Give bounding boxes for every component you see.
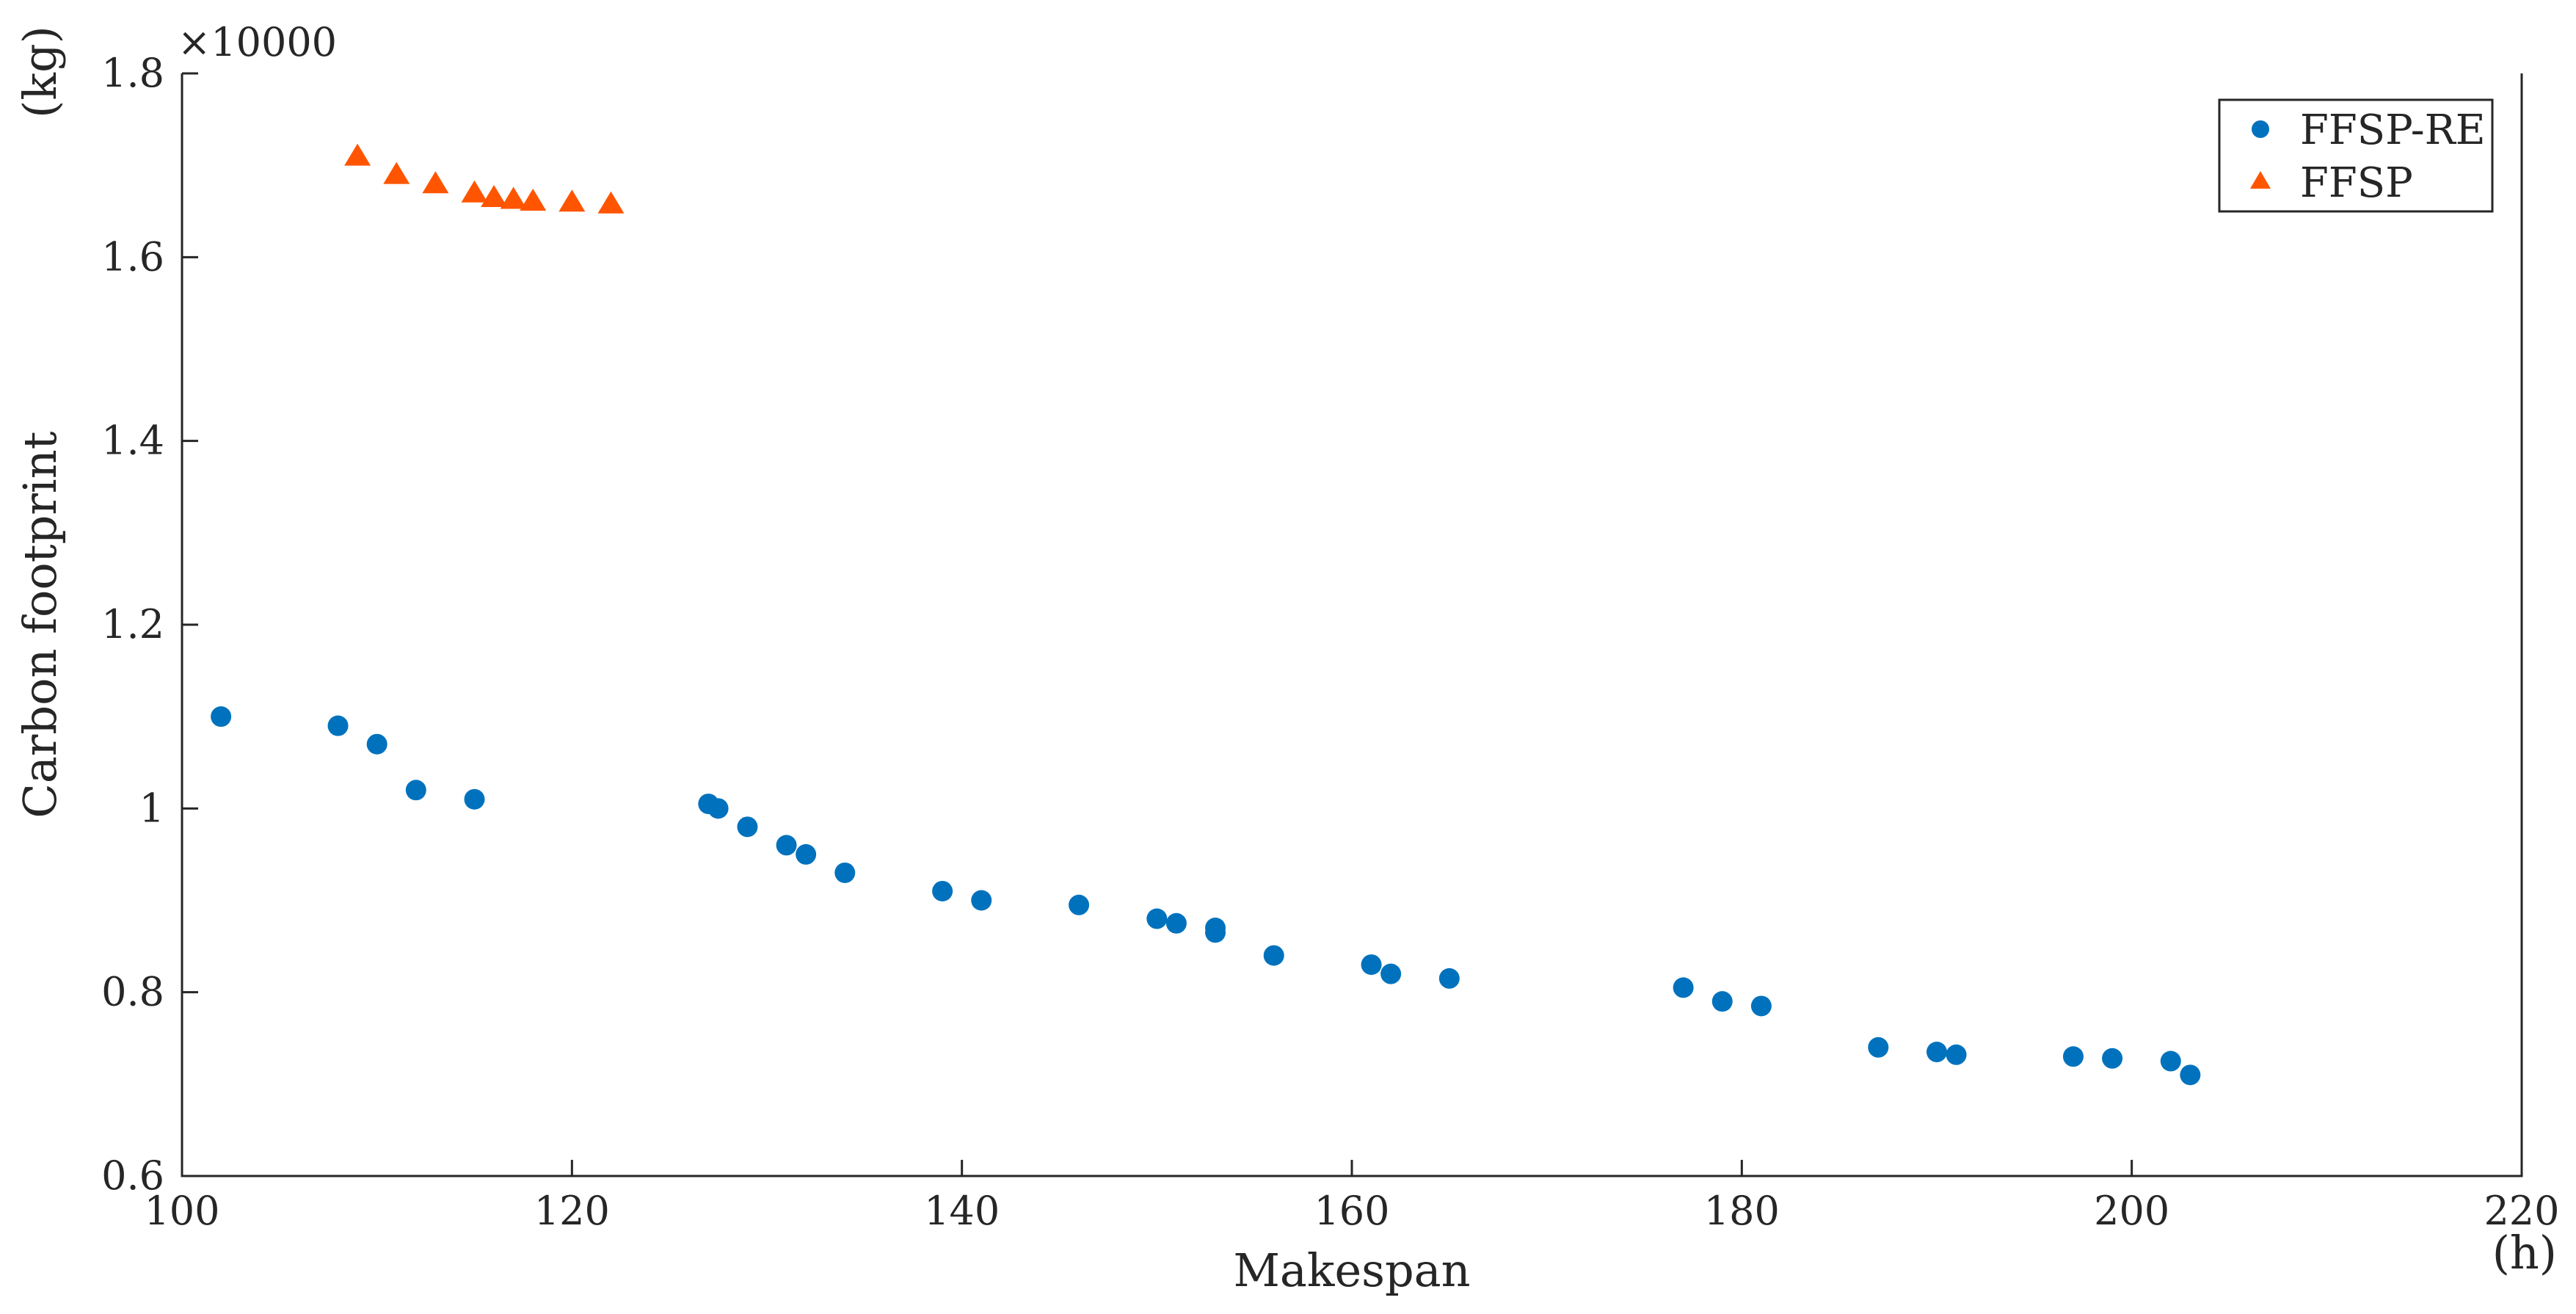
data-point	[1438, 968, 1460, 989]
y-tick-label: 0.8	[101, 969, 164, 1015]
legend-marker-ffsp	[2250, 171, 2271, 189]
y-tick-label: 1	[139, 785, 164, 831]
data-point	[559, 189, 586, 212]
x-axis-label: Makespan	[1233, 1244, 1470, 1297]
data-point	[500, 186, 527, 209]
y-tick-label: 1.4	[101, 418, 164, 464]
x-tick-label: 200	[2094, 1188, 2169, 1234]
legend: FFSP-RE FFSP	[2218, 98, 2494, 213]
data-point	[1361, 954, 1382, 976]
y-tick-label: 1.8	[101, 50, 164, 96]
data-point	[1711, 991, 1733, 1012]
y-axis-label: Carbon footprint	[13, 431, 67, 818]
data-point	[1946, 1044, 1967, 1065]
y-tick-label: 0.6	[101, 1153, 164, 1199]
data-point	[1146, 908, 1168, 929]
data-point	[1868, 1037, 1889, 1058]
data-point	[366, 733, 388, 755]
y-axis-unit: (kg)	[13, 26, 67, 118]
data-point	[834, 862, 856, 883]
y-axis-ticks: 0.6 0.8 1 1.2 1.4 1.6 1.8	[101, 50, 198, 1199]
data-point	[1380, 963, 1402, 984]
data-point	[932, 880, 953, 901]
data-point	[707, 798, 729, 819]
x-tick-label: 120	[534, 1188, 610, 1234]
data-point	[597, 191, 625, 214]
x-tick-label: 100	[144, 1188, 219, 1234]
y-tick-label: 1.2	[101, 601, 164, 647]
data-point	[796, 843, 817, 865]
plot-area	[181, 73, 2523, 1177]
legend-entry-ffsp: FFSP	[2300, 159, 2413, 207]
data-point	[481, 184, 508, 207]
x-axis-unit: (h)	[2492, 1226, 2557, 1279]
series-layer	[211, 143, 2201, 1086]
y-tick-label: 1.6	[101, 233, 164, 280]
data-point	[2160, 1050, 2181, 1072]
series-ffsp	[344, 143, 625, 214]
data-point	[520, 188, 547, 211]
data-point	[737, 816, 758, 838]
data-point	[383, 161, 410, 184]
data-point	[1205, 922, 1226, 943]
data-point	[2102, 1048, 2123, 1069]
x-axis-ticks: 100 120 140 160 180 200 220	[144, 1160, 2560, 1234]
legend-box	[2218, 98, 2494, 213]
legend-marker-ffsp-re	[2252, 120, 2269, 138]
data-point	[464, 788, 485, 810]
x-tick-label: 140	[924, 1188, 1000, 1234]
axes-box	[181, 73, 2523, 1177]
y-axis-multiplier: ×10000	[178, 19, 337, 65]
series-ffsp-re	[211, 706, 2201, 1086]
data-point	[327, 715, 349, 736]
x-tick-label: 220	[2484, 1188, 2559, 1234]
x-tick-label: 160	[1314, 1188, 1389, 1234]
data-point	[344, 143, 371, 166]
data-point	[1750, 995, 1772, 1017]
data-point	[776, 835, 797, 856]
data-point	[2062, 1046, 2084, 1067]
data-point	[1673, 977, 1694, 998]
data-point	[1926, 1042, 1947, 1063]
legend-entry-ffsp-re: FFSP-RE	[2300, 106, 2486, 154]
data-point	[2180, 1064, 2201, 1086]
data-point	[422, 171, 449, 194]
data-point	[211, 706, 232, 727]
data-point	[461, 180, 488, 203]
data-point	[1069, 894, 1090, 915]
data-point	[971, 890, 992, 911]
data-point	[1263, 945, 1284, 966]
x-tick-label: 180	[1704, 1188, 1780, 1234]
data-point	[1165, 912, 1187, 934]
data-point	[405, 780, 426, 801]
